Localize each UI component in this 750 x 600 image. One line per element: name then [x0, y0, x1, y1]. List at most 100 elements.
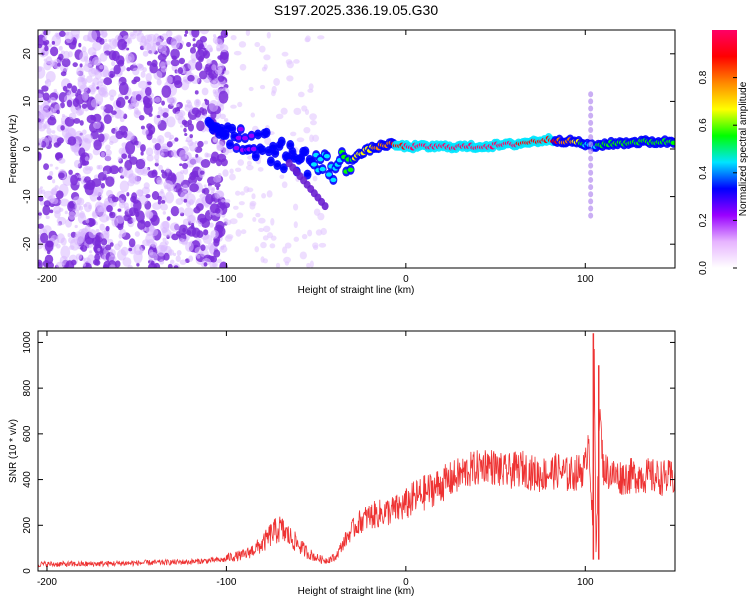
ridge-streak [588, 91, 594, 98]
noise-speckle [160, 200, 166, 204]
noise-speckle [312, 134, 320, 142]
noise-speckle [140, 71, 146, 78]
noise-speckle [67, 136, 77, 146]
noise-speckle [195, 39, 204, 49]
noise-speckle [56, 233, 65, 244]
noise-speckle [131, 192, 138, 201]
noise-speckle [199, 107, 205, 114]
noise-speckle [140, 151, 144, 156]
noise-speckle [110, 110, 117, 115]
noise-speckle [217, 75, 225, 82]
noise-speckle [283, 256, 292, 264]
noise-speckle [161, 33, 169, 40]
noise-speckle [175, 255, 181, 263]
noise-speckle [233, 50, 242, 56]
snr-y-tick-label: 200 [22, 517, 33, 534]
ridge-streak [588, 205, 594, 212]
noise-speckle [254, 42, 261, 48]
noise-speckle [178, 57, 186, 65]
noise-speckle [147, 124, 156, 135]
noise-speckle [109, 135, 119, 144]
noise-speckle [312, 175, 318, 182]
noise-speckle [195, 205, 199, 209]
ridge-core [250, 146, 257, 152]
noise-speckle [66, 99, 73, 108]
noise-speckle [191, 222, 195, 227]
noise-speckle [162, 41, 168, 48]
ridge-streak [588, 176, 594, 183]
noise-speckle [254, 246, 260, 253]
noise-speckle [83, 203, 88, 208]
noise-speckle [166, 116, 176, 128]
noise-speckle [196, 120, 205, 132]
noise-speckle [59, 198, 70, 207]
ridge-core [222, 132, 229, 138]
noise-speckle [173, 265, 179, 268]
noise-speckle [106, 216, 110, 221]
noise-speckle [246, 160, 252, 166]
noise-speckle [198, 55, 204, 63]
noise-speckle [127, 99, 131, 104]
noise-speckle [263, 225, 271, 233]
noise-speckle [120, 246, 129, 256]
noise-speckle [54, 103, 62, 111]
noise-speckle [44, 240, 54, 252]
noise-speckle [76, 109, 83, 116]
noise-speckle [72, 196, 82, 205]
noise-speckle [75, 253, 83, 260]
noise-speckle [178, 224, 189, 236]
noise-speckle [38, 140, 43, 147]
noise-speckle [73, 117, 81, 124]
noise-speckle [59, 30, 66, 37]
noise-speckle [225, 148, 234, 153]
noise-speckle [299, 251, 307, 260]
noise-speckle [188, 157, 199, 165]
noise-speckle [83, 56, 89, 62]
noise-speckle [102, 69, 110, 78]
ridge-streak [588, 141, 594, 148]
noise-speckle [138, 249, 143, 255]
noise-speckle [84, 224, 91, 233]
noise-speckle [151, 97, 156, 103]
noise-speckle [108, 89, 117, 98]
noise-speckle [99, 52, 108, 62]
noise-speckle [192, 43, 198, 48]
noise-speckle [286, 75, 294, 82]
noise-speckle [42, 101, 50, 110]
noise-speckle [245, 30, 251, 37]
noise-speckle [175, 171, 185, 184]
noise-speckle [210, 188, 215, 194]
noise-speckle [47, 43, 53, 48]
noise-speckle [264, 137, 272, 145]
noise-speckle [201, 188, 206, 194]
noise-speckle [199, 217, 206, 223]
noise-speckle [49, 96, 57, 104]
noise-speckle [200, 159, 211, 168]
noise-speckle [132, 175, 141, 185]
noise-speckle [220, 158, 228, 167]
noise-speckle [104, 38, 108, 43]
noise-speckle [175, 103, 180, 107]
noise-speckle [246, 164, 254, 171]
noise-speckle [150, 260, 155, 266]
noise-speckle [257, 167, 264, 172]
noise-speckle [105, 149, 112, 156]
noise-speckle [211, 64, 217, 71]
noise-speckle [115, 130, 124, 140]
noise-speckle [49, 163, 53, 167]
noise-speckle [293, 107, 302, 116]
noise-speckle [166, 216, 171, 221]
noise-speckle [212, 36, 219, 44]
noise-speckle [135, 189, 144, 197]
ridge-streak [588, 212, 594, 219]
ridge-core [267, 159, 274, 164]
noise-speckle [42, 204, 51, 216]
noise-speckle [117, 156, 122, 162]
noise-speckle [187, 74, 195, 82]
noise-speckle [101, 238, 108, 246]
noise-speckle [167, 249, 175, 256]
noise-speckle [106, 189, 113, 198]
noise-speckle [53, 205, 62, 214]
noise-speckle [317, 35, 325, 40]
snr-ylabel: SNR (10 * v/v) [8, 419, 19, 483]
